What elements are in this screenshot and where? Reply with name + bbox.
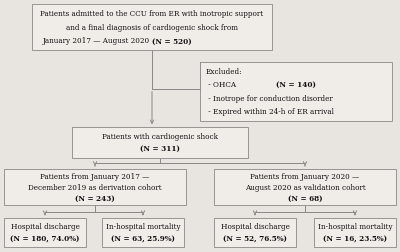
Text: - Inotrope for conduction disorder: - Inotrope for conduction disorder xyxy=(206,95,335,103)
Text: Excluded:: Excluded: xyxy=(206,68,242,76)
Text: - OHCA: - OHCA xyxy=(206,81,238,89)
FancyBboxPatch shape xyxy=(72,127,248,158)
Text: (N = 243): (N = 243) xyxy=(75,194,115,202)
Text: - Expired within 24-h of ER arrival: - Expired within 24-h of ER arrival xyxy=(206,108,336,116)
Text: Hospital discharge: Hospital discharge xyxy=(10,223,80,231)
Text: December 2019 as derivation cohort: December 2019 as derivation cohort xyxy=(28,184,162,192)
Text: (N = 68): (N = 68) xyxy=(288,194,322,202)
Text: In-hospital mortality: In-hospital mortality xyxy=(106,223,180,231)
FancyBboxPatch shape xyxy=(102,218,184,247)
Text: Patients from January 2020 —: Patients from January 2020 — xyxy=(250,173,360,181)
FancyBboxPatch shape xyxy=(4,169,186,205)
Text: January 2017 — August 2020: January 2017 — August 2020 xyxy=(43,38,152,46)
Text: (N = 520): (N = 520) xyxy=(152,38,192,46)
Text: (N = 63, 25.9%): (N = 63, 25.9%) xyxy=(111,235,175,243)
Text: August 2020 as validation cohort: August 2020 as validation cohort xyxy=(245,184,365,192)
Text: (N = 180, 74.0%): (N = 180, 74.0%) xyxy=(10,235,80,243)
FancyBboxPatch shape xyxy=(314,218,396,247)
FancyBboxPatch shape xyxy=(214,169,396,205)
Text: Patients admitted to the CCU from ER with inotropic support: Patients admitted to the CCU from ER wit… xyxy=(40,10,264,18)
Text: Patients from January 2017 —: Patients from January 2017 — xyxy=(40,173,150,181)
Text: In-hospital mortality: In-hospital mortality xyxy=(318,223,392,231)
FancyBboxPatch shape xyxy=(200,62,392,121)
FancyBboxPatch shape xyxy=(4,218,86,247)
Text: - Expired within 24-h of ER arrival (N = 3): - Expired within 24-h of ER arrival (N =… xyxy=(206,108,363,116)
Text: (N = 140): (N = 140) xyxy=(276,81,316,89)
Text: and a final diagnosis of cardiogenic shock from: and a final diagnosis of cardiogenic sho… xyxy=(66,24,238,32)
Text: Patients with cardiogenic shock: Patients with cardiogenic shock xyxy=(102,133,218,141)
Text: - OHCA (N = 140): - OHCA (N = 140) xyxy=(206,81,275,89)
FancyBboxPatch shape xyxy=(32,4,272,50)
Text: (N = 16, 23.5%): (N = 16, 23.5%) xyxy=(323,235,387,243)
Text: Hospital discharge: Hospital discharge xyxy=(220,223,290,231)
Text: - Inotrope for conduction disorder (N = 66): - Inotrope for conduction disorder (N = … xyxy=(206,95,367,103)
Text: (N = 311): (N = 311) xyxy=(140,145,180,153)
FancyBboxPatch shape xyxy=(214,218,296,247)
Text: (N = 52, 76.5%): (N = 52, 76.5%) xyxy=(223,235,287,243)
